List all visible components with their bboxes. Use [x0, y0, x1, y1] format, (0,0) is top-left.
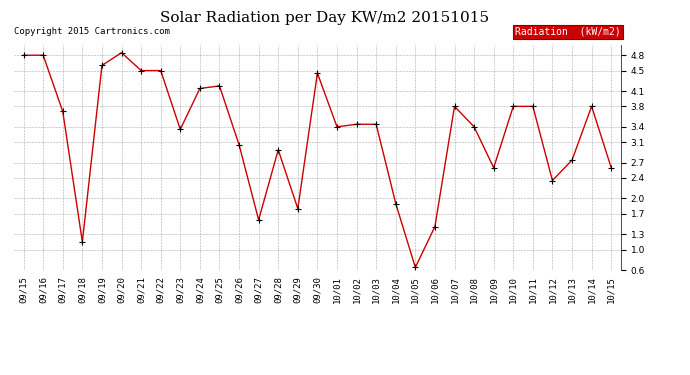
- Text: Solar Radiation per Day KW/m2 20151015: Solar Radiation per Day KW/m2 20151015: [160, 11, 489, 25]
- Text: Radiation  (kW/m2): Radiation (kW/m2): [515, 27, 621, 37]
- Text: Copyright 2015 Cartronics.com: Copyright 2015 Cartronics.com: [14, 27, 170, 36]
